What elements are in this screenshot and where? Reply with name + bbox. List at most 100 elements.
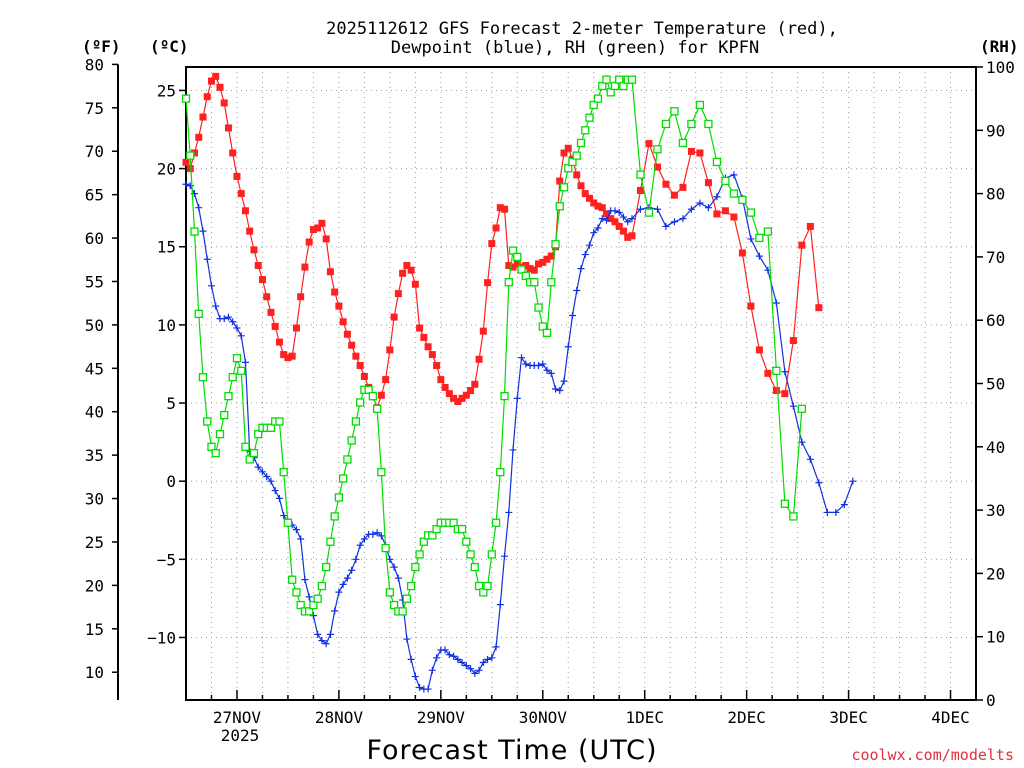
dewpoint-point — [475, 666, 483, 674]
rh-point — [432, 524, 441, 534]
dewpoint-point — [267, 477, 275, 485]
temperature-point — [585, 194, 593, 202]
temperature-point — [377, 391, 385, 399]
rh-point — [602, 75, 611, 84]
dewpoint-point — [275, 494, 283, 502]
temperature-point — [581, 190, 589, 198]
temperature-point — [624, 233, 632, 241]
rh-point — [313, 594, 322, 603]
rh-point — [339, 474, 348, 483]
rh-point — [326, 537, 335, 546]
fahrenheit-tick-label: 40 — [85, 403, 104, 422]
dewpoint-point — [407, 655, 415, 663]
rh-point — [254, 429, 263, 439]
rh-point — [619, 81, 628, 91]
rh-point — [695, 100, 705, 110]
rh-point — [746, 208, 756, 217]
dewpoint-point — [535, 362, 543, 370]
temperature-point — [645, 140, 653, 148]
temperature-point — [492, 224, 500, 232]
rh-point — [729, 189, 739, 198]
dewpoint-point — [428, 666, 436, 674]
rh-point — [755, 233, 764, 243]
time-axis: 27NOV 28NOV 29NOV 30NOV 1DEC 2DEC 3DEC 4DEC — [210, 690, 977, 727]
rh-point — [279, 467, 288, 477]
dewpoint-point — [806, 455, 814, 463]
temperature-point — [318, 219, 326, 227]
celsius-unit-label: (ºC) — [150, 37, 189, 56]
temperature-point — [275, 338, 283, 346]
dewpoint-point — [263, 472, 271, 480]
temperature-point — [420, 333, 428, 341]
temperature-point — [806, 222, 814, 230]
dewpoint-point — [687, 205, 695, 213]
temperature-point — [386, 346, 394, 354]
temperature-point — [271, 322, 279, 330]
dewpoint-point — [297, 535, 305, 543]
rh-tick-label: 80 — [986, 185, 1005, 204]
temperature-point — [488, 240, 496, 248]
dewpoint-point — [696, 199, 704, 207]
temperature-point — [416, 324, 424, 332]
rh-point — [530, 278, 539, 287]
dewpoint-point — [207, 282, 215, 290]
dewpoint-point — [662, 222, 670, 230]
rh-point — [449, 518, 458, 527]
rh-point — [220, 410, 229, 420]
temperature-point — [509, 263, 517, 271]
fahrenheit-unit-label: (ºF) — [82, 37, 121, 56]
rh-point — [559, 183, 569, 192]
dewpoint-point — [556, 387, 564, 395]
dewpoint-point — [679, 215, 687, 223]
temperature-point — [721, 207, 729, 215]
dewpoint-point — [594, 224, 602, 232]
dewpoint-point — [789, 402, 797, 410]
rh-point — [504, 278, 513, 287]
temperature-point — [628, 232, 636, 240]
fahrenheit-tick-label: 70 — [85, 142, 104, 161]
temperature-point — [590, 199, 598, 207]
rh-point — [661, 119, 671, 129]
rh-point — [457, 524, 467, 534]
temperature-point — [399, 269, 407, 277]
dewpoint-point — [220, 315, 228, 323]
rh-point — [415, 550, 424, 559]
dewpoint-point — [815, 479, 823, 487]
dewpoint-point — [471, 669, 479, 677]
dewpoint-point — [237, 332, 245, 340]
fahrenheit-tick-label: 10 — [85, 663, 104, 682]
rh-point — [572, 151, 581, 160]
rh-point — [585, 113, 594, 122]
dewpoint-point — [522, 360, 530, 368]
temperature-point — [577, 182, 585, 190]
rh-point — [389, 600, 399, 610]
x-tick-label: 1DEC — [625, 708, 664, 727]
rh-point — [406, 581, 416, 591]
rh-point — [636, 170, 645, 179]
temperature-point — [284, 354, 292, 362]
fahrenheit-tick-label: 75 — [85, 99, 104, 118]
dewpoint-point — [581, 251, 589, 259]
x-tick-label: 2DEC — [727, 708, 766, 727]
temperature-point — [258, 276, 266, 284]
temperature-point — [607, 215, 615, 223]
temperature-point — [335, 302, 343, 310]
temperature-point — [382, 376, 390, 384]
rh-point — [487, 550, 496, 559]
dewpoint-point — [403, 635, 411, 643]
temperature-point — [458, 394, 466, 402]
celsius-tick-label: 20 — [157, 160, 176, 179]
dewpoint-point — [186, 182, 194, 190]
fahrenheit-tick-label: 50 — [85, 316, 104, 335]
dewpoint-point — [254, 463, 262, 471]
temperature-point — [501, 205, 509, 213]
temperature-point — [560, 149, 568, 157]
rh-point — [228, 373, 237, 382]
temperature-point — [394, 290, 402, 298]
rh-tick-label: 60 — [986, 311, 1005, 330]
temperature-point — [687, 147, 695, 155]
rh-tick-label: 20 — [986, 564, 1005, 583]
dewpoint-point — [484, 655, 492, 663]
temperature-point — [526, 265, 534, 273]
